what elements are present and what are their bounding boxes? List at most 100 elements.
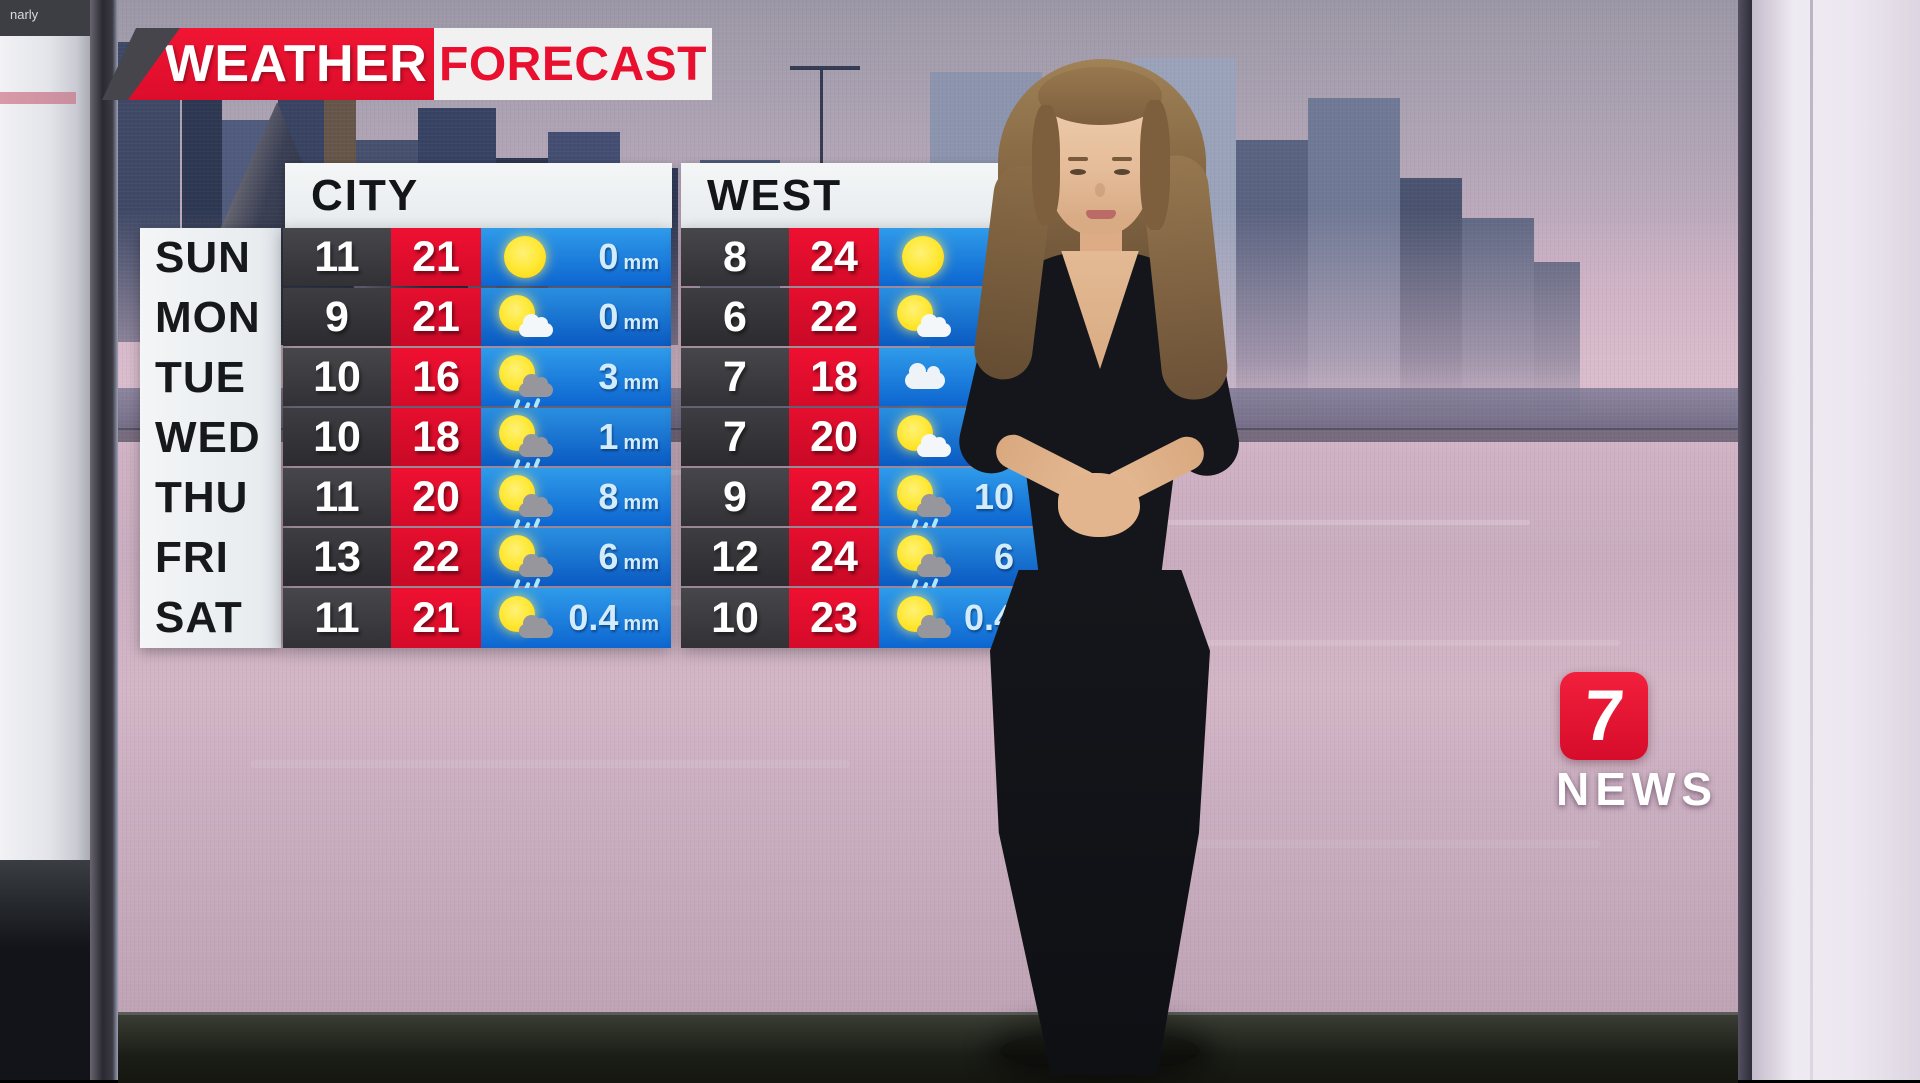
wall-corner-shadow: [0, 0, 90, 36]
presenter-hair-side: [1032, 105, 1060, 225]
rainfall-amount: 6 mm: [598, 536, 659, 577]
cloudy-icon: [895, 351, 953, 403]
day-label: TUE: [155, 353, 246, 402]
sun-showers-icon: [497, 411, 555, 473]
wall-floor-shadow: [0, 860, 90, 1080]
forecast-row: 10 16 3 mm: [283, 348, 671, 413]
day-label: SUN: [155, 233, 251, 282]
news-wordmark: NEWS: [1556, 763, 1718, 815]
city-table-header: CITY: [285, 163, 672, 228]
banner-weather-label: WEATHER: [164, 35, 428, 93]
condition-cell: 3 mm: [481, 348, 671, 413]
min-temp: 11: [283, 588, 391, 648]
rainfall-amount: 0.4 mm: [568, 597, 659, 638]
sun-grey-cloud-icon: [497, 592, 555, 644]
sun-showers-icon: [895, 471, 953, 533]
max-temp: 22: [789, 288, 879, 346]
presenter-eye: [1070, 169, 1086, 175]
city-forecast-table: 11 21 0 mm 9 21 0 mm 10 16 3 mm 10 18 1 mm 1…: [283, 228, 671, 648]
presenter-eyebrow: [1112, 157, 1132, 161]
day-labels-column: SUN MON TUE WED THU FRI SAT: [140, 228, 281, 648]
min-temp: 10: [681, 588, 789, 648]
studio-right-wall: [1752, 0, 1920, 1080]
sunny-icon: [895, 231, 953, 283]
sun-grey-cloud-icon: [895, 592, 953, 644]
forecast-row: 10 18 1 mm: [283, 408, 671, 473]
water-highlight: [1150, 520, 1530, 525]
forecast-row: 9 21 0 mm: [283, 288, 671, 348]
min-temp: 8: [681, 228, 789, 286]
rainfall-amount: 3 mm: [598, 356, 659, 397]
rainfall-amount: 6: [993, 536, 1014, 577]
sun-showers-icon: [895, 531, 953, 593]
sun-cloud-icon: [895, 411, 953, 463]
presenter-hair-fringe: [1038, 67, 1162, 125]
min-temp: 7: [681, 348, 789, 406]
sun-cloud-icon: [895, 291, 953, 343]
wall-accent-stripe: [0, 92, 76, 104]
max-temp: 21: [391, 228, 481, 286]
forecast-row: 11 21 0.4 mm: [283, 588, 671, 648]
day-label: MON: [155, 293, 261, 342]
rainfall-amount: 0 mm: [598, 296, 659, 337]
condition-cell: 6 mm: [481, 528, 671, 593]
forecast-row: 11 20 8 mm: [283, 468, 671, 533]
seven-news-logo: 7 NEWS: [1556, 672, 1746, 816]
min-temp: 11: [283, 228, 391, 286]
crane-arm-silhouette: [790, 66, 860, 70]
condition-cell: 0.4 mm: [481, 588, 671, 648]
seven-logo-numeral: 7: [1581, 676, 1627, 756]
day-label: WED: [155, 413, 261, 462]
min-temp: 10: [283, 408, 391, 466]
max-temp: 24: [789, 528, 879, 586]
sunny-icon: [497, 231, 555, 283]
max-temp: 18: [391, 408, 481, 466]
forecast-row: 13 22 6 mm: [283, 528, 671, 593]
presenter-eye: [1114, 169, 1130, 175]
water-highlight: [250, 760, 850, 768]
presenter-hands: [1058, 473, 1140, 537]
min-temp: 10: [283, 348, 391, 406]
weather-presenter: [940, 45, 1280, 1080]
screen-right-bezel: [1738, 0, 1752, 1080]
min-temp: 9: [283, 288, 391, 346]
screen-left-bezel: [90, 0, 118, 1080]
banner-forecast: FORECAST: [434, 28, 712, 100]
max-temp: 20: [391, 468, 481, 526]
max-temp: 16: [391, 348, 481, 406]
condition-cell: 0 mm: [481, 228, 671, 286]
max-temp: 20: [789, 408, 879, 466]
max-temp: 22: [391, 528, 481, 586]
max-temp: 18: [789, 348, 879, 406]
rainfall-amount: 0 mm: [598, 236, 659, 277]
forecast-row: 11 21 0 mm: [283, 228, 671, 288]
day-label: FRI: [155, 533, 229, 582]
rainfall-amount: 10: [973, 476, 1014, 517]
max-temp: 21: [391, 288, 481, 346]
presenter-dress-skirt: [990, 570, 1210, 1075]
presenter-eyebrow: [1068, 157, 1088, 161]
watermark-text: narly: [10, 7, 39, 22]
min-temp: 12: [681, 528, 789, 586]
max-temp: 21: [391, 588, 481, 648]
studio-left-wall: [0, 0, 90, 1080]
banner-forecast-label: FORECAST: [439, 37, 707, 91]
min-temp: 11: [283, 468, 391, 526]
seven-logo-icon: 7: [1560, 672, 1648, 760]
crane-silhouette: [820, 68, 823, 163]
water-highlight: [1200, 640, 1620, 646]
presenter-lips: [1086, 210, 1116, 219]
wall-panel-seam: [1810, 0, 1813, 1080]
max-temp: 22: [789, 468, 879, 526]
rainfall-amount: 1 mm: [598, 416, 659, 457]
day-label: THU: [155, 473, 249, 522]
studio-floor: [118, 1012, 1738, 1083]
presenter-hair-side: [1140, 100, 1170, 230]
sun-showers-icon: [497, 471, 555, 533]
min-temp: 6: [681, 288, 789, 346]
condition-cell: 0 mm: [481, 288, 671, 346]
sun-showers-icon: [497, 351, 555, 413]
condition-cell: 8 mm: [481, 468, 671, 533]
day-label: SAT: [155, 593, 243, 642]
